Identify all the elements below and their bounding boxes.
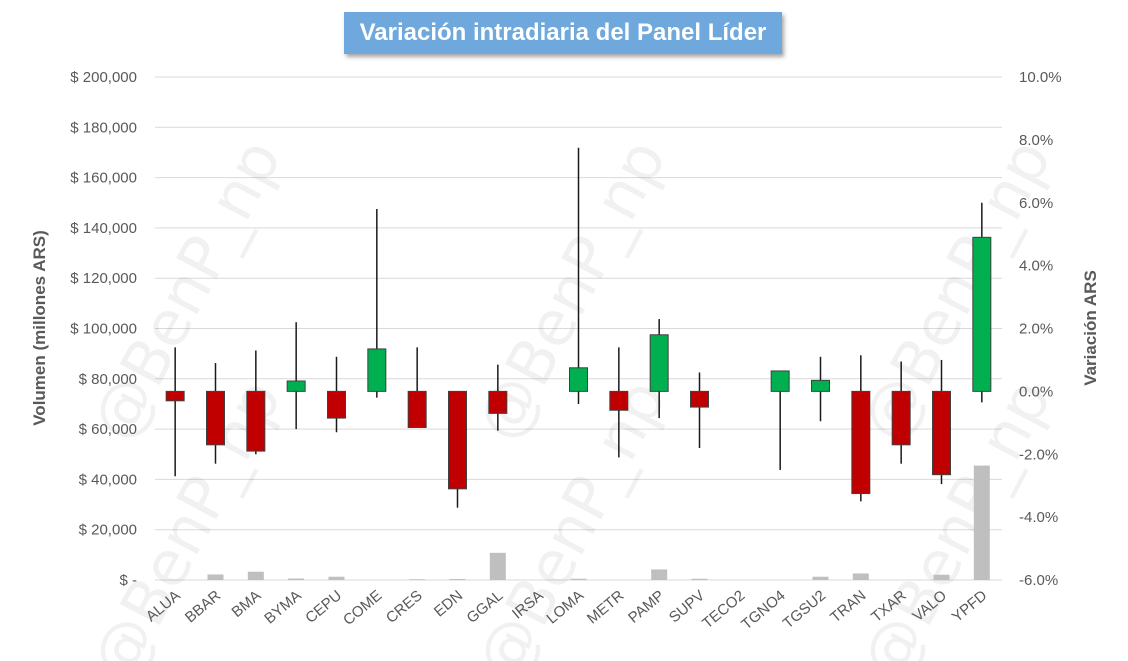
- left-tick-label: $ 20,000: [79, 522, 137, 539]
- candle-body: [690, 390, 709, 408]
- candle-body: [569, 367, 588, 392]
- volume-bar: [852, 573, 869, 580]
- candle-body: [206, 390, 225, 446]
- candle-body: [851, 390, 871, 495]
- x-tick-label: COME: [340, 587, 385, 629]
- right-axis-ticks: -6.0% -4.0% -2.0% 0.0% 2.0% 4.0% 6.0% 8.0% 10.0%: [1019, 69, 1062, 589]
- candle-body: [327, 390, 346, 419]
- right-tick-label: 6.0%: [1019, 195, 1053, 212]
- volume-bar: [409, 579, 426, 580]
- left-tick-label: $ 100,000: [70, 321, 137, 338]
- right-tick-label: -2.0%: [1019, 446, 1058, 463]
- left-tick-label: $ 40,000: [79, 471, 137, 488]
- left-tick-label: $ 160,000: [70, 170, 137, 187]
- left-tick-label: $ 180,000: [70, 119, 137, 136]
- left-tick-label: $ 120,000: [70, 270, 137, 287]
- candle-body: [609, 390, 629, 411]
- left-tick-label: $ 80,000: [79, 371, 137, 388]
- right-tick-label: -4.0%: [1019, 509, 1058, 526]
- candle-body: [811, 379, 830, 392]
- right-tick-label: 0.0%: [1019, 383, 1053, 400]
- volume-bar: [328, 576, 345, 580]
- volume-bar: [691, 578, 708, 580]
- candle-body: [165, 390, 185, 402]
- right-tick-label: 10.0%: [1019, 69, 1062, 86]
- candle-body: [972, 236, 992, 392]
- volume-bar: [207, 574, 224, 580]
- x-tick-label: BYMA: [261, 587, 304, 627]
- volume-bar: [449, 578, 466, 580]
- volume-bar: [247, 571, 264, 580]
- x-tick-label: EDN: [431, 587, 466, 620]
- x-tick-label: BMA: [229, 587, 265, 621]
- volume-bar: [288, 578, 305, 580]
- right-tick-label: -6.0%: [1019, 572, 1058, 589]
- volume-bar: [651, 569, 668, 580]
- right-tick-label: 4.0%: [1019, 258, 1053, 275]
- volume-bar: [973, 465, 990, 580]
- volume-bars: [207, 465, 990, 580]
- candle-body: [448, 390, 467, 490]
- candle-body: [770, 370, 790, 392]
- right-axis-label: Variación ARS: [1081, 270, 1100, 386]
- x-tick-label: PAMP: [625, 587, 668, 627]
- candle-body: [407, 390, 427, 429]
- left-axis-ticks: $ - $ 20,000 $ 40,000 $ 60,000 $ 80,000 $ 100…: [70, 69, 137, 589]
- x-tick-label: CEPU: [302, 587, 345, 627]
- right-tick-label: 8.0%: [1019, 132, 1053, 149]
- left-axis-label: Volumen (millones ARS): [30, 230, 49, 426]
- candle-body: [246, 390, 266, 452]
- left-tick-label: $ -: [119, 572, 137, 589]
- volume-bar: [489, 552, 506, 580]
- candle-body: [488, 390, 508, 414]
- candle-bodies: [165, 236, 992, 495]
- x-tick-label: METR: [584, 587, 628, 627]
- right-tick-label: 2.0%: [1019, 321, 1053, 338]
- x-tick-label: TECO2: [699, 587, 748, 632]
- candle-body: [932, 390, 951, 476]
- volume-bar: [570, 578, 587, 580]
- left-tick-label: $ 60,000: [79, 421, 137, 438]
- chart-title: Variación intradiaria del Panel Líder: [344, 12, 782, 54]
- candle-body: [649, 334, 669, 392]
- x-tick-label: TRAN: [827, 587, 869, 626]
- volume-bar: [812, 576, 829, 580]
- candle-body: [286, 380, 306, 392]
- candle-body: [367, 348, 387, 392]
- x-tick-label: CRES: [383, 587, 426, 627]
- volume-bar: [933, 574, 950, 580]
- x-tick-label: TGSU2: [780, 587, 829, 632]
- left-tick-label: $ 140,000: [70, 220, 137, 237]
- candle-body: [891, 390, 911, 446]
- left-tick-label: $ 200,000: [70, 69, 137, 86]
- x-tick-label: TGNO4: [738, 587, 789, 633]
